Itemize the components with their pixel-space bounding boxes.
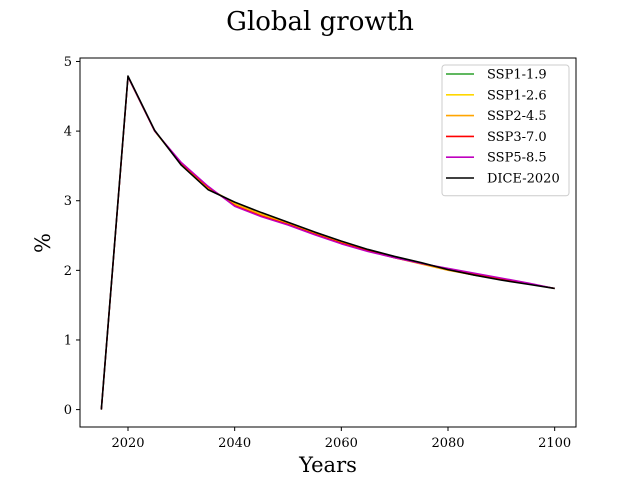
legend-label-ssp2-4-5: SSP2-4.5 xyxy=(487,109,547,124)
y-tick-label: 0 xyxy=(64,403,72,418)
legend-label-ssp1-1-9: SSP1-1.9 xyxy=(487,68,547,83)
x-tick-label: 2080 xyxy=(431,436,464,451)
plot-area xyxy=(100,75,555,410)
legend-label-ssp1-2-6: SSP1-2.6 xyxy=(487,88,547,103)
x-tick-label: 2040 xyxy=(218,436,251,451)
x-tick-label: 2060 xyxy=(325,436,358,451)
y-axis: 0 1 2 3 4 5 xyxy=(64,55,80,418)
x-axis: 2020 2040 2060 2080 2100 xyxy=(111,427,571,451)
legend-frame xyxy=(441,64,570,197)
x-axis-label: Years xyxy=(298,453,357,477)
y-tick-label: 5 xyxy=(64,55,72,70)
y-axis-label: % xyxy=(31,233,55,253)
plot-frame xyxy=(79,57,577,428)
y-tick-label: 1 xyxy=(64,333,72,348)
y-tick-label: 2 xyxy=(64,264,72,279)
x-tick-label: 2020 xyxy=(111,436,144,451)
legend-label-ssp3-7-0: SSP3-7.0 xyxy=(487,130,547,145)
legend: SSP1-1.9 SSP1-2.6 SSP2-4.5 SSP3-7.0 SSP5-8.5… xyxy=(441,64,570,197)
legend-label-dice-2020: DICE-2020 xyxy=(487,172,560,187)
series-line-ssp5-8-5 xyxy=(100,76,555,410)
chart-title: Global growth xyxy=(226,7,414,37)
series-line-dice-2020 xyxy=(100,75,555,410)
y-tick-label: 4 xyxy=(64,125,72,140)
legend-label-ssp5-8-5: SSP5-8.5 xyxy=(487,151,547,166)
y-tick-label: 3 xyxy=(64,194,72,209)
x-tick-label: 2100 xyxy=(538,436,571,451)
